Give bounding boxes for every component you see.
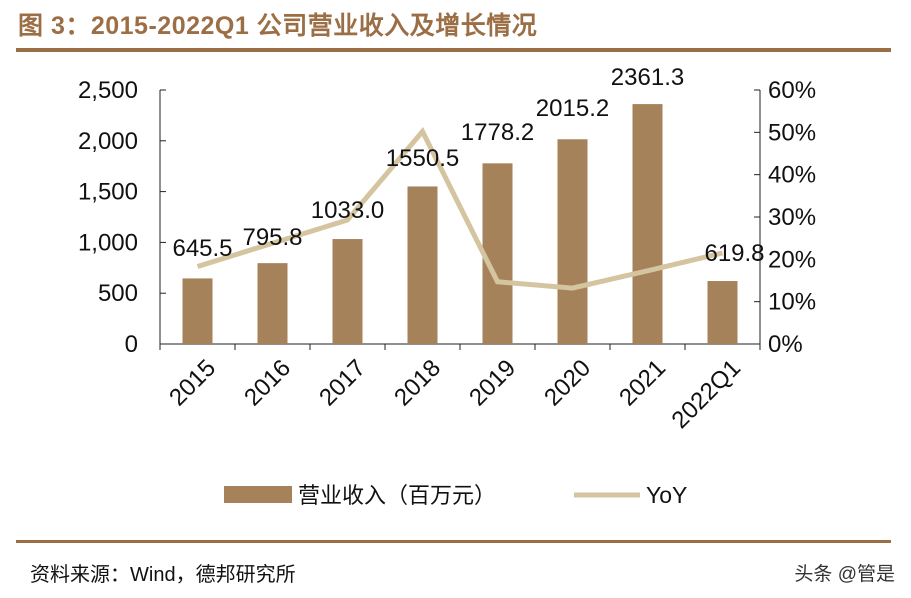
left-tick-label: 0 — [125, 331, 138, 358]
bar-data-label: 1550.5 — [386, 145, 459, 172]
right-tick-label: 30% — [768, 204, 816, 231]
x-tick-label: 2016 — [239, 354, 296, 411]
bar-2022Q1 — [707, 281, 738, 344]
x-tick-label: 2022Q1 — [667, 354, 746, 433]
watermark: 头条 @管是 — [794, 564, 895, 585]
left-tick-label: 1,500 — [78, 179, 138, 206]
x-tick-label: 2019 — [464, 354, 521, 411]
footer-divider — [16, 540, 891, 543]
source-note: 资料来源：Wind，德邦研究所 — [30, 564, 296, 586]
yoy-line — [196, 126, 724, 291]
bar-data-label: 1033.0 — [311, 197, 384, 224]
bar-data-label: 2015.2 — [536, 95, 609, 122]
x-tick-label: 2015 — [164, 354, 221, 411]
x-tick-label: 2017 — [314, 354, 371, 411]
bar-2019 — [482, 163, 513, 344]
bar-2021 — [632, 104, 663, 344]
left-tick-label: 1,000 — [78, 229, 138, 256]
bar-data-label: 619.8 — [704, 240, 764, 267]
bar-2016 — [257, 263, 288, 344]
bar-data-label: 2361.3 — [611, 64, 684, 91]
x-tick-label: 2018 — [389, 354, 446, 411]
right-tick-label: 20% — [768, 246, 816, 273]
bar-data-label: 795.8 — [242, 224, 302, 251]
bar-2018 — [407, 186, 438, 344]
x-tick-label: 2020 — [539, 354, 596, 411]
bar-data-label: 1778.2 — [461, 119, 534, 146]
bar-2017 — [332, 239, 363, 344]
left-tick-label: 500 — [98, 280, 138, 307]
legend-bar-swatch — [224, 486, 292, 503]
legend-line-label: YoY — [646, 482, 687, 508]
right-tick-label: 10% — [768, 289, 816, 316]
left-tick-label: 2,000 — [78, 128, 138, 155]
right-tick-label: 50% — [768, 119, 816, 146]
right-tick-label: 0% — [768, 331, 803, 358]
bar-data-label: 645.5 — [172, 235, 232, 262]
chart-title: 图 3：2015-2022Q1 公司营业收入及增长情况 — [18, 12, 538, 40]
right-tick-label: 60% — [768, 77, 816, 104]
bar-2015 — [182, 278, 213, 344]
left-tick-label: 2,500 — [78, 77, 138, 104]
title-divider — [16, 48, 891, 52]
bar-2020 — [557, 139, 588, 344]
x-tick-label: 2021 — [614, 354, 671, 411]
right-tick-label: 40% — [768, 162, 816, 189]
legend-bar-label: 营业收入（百万元） — [298, 483, 496, 508]
